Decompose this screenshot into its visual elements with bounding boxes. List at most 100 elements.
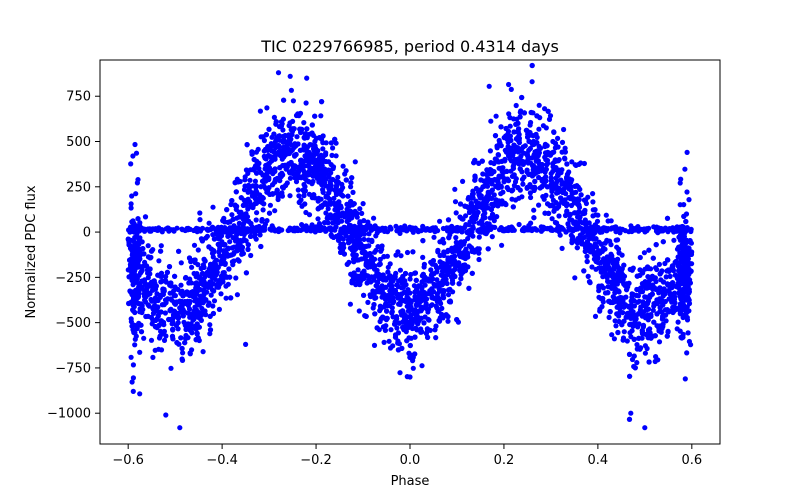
data-point (253, 149, 259, 155)
data-point (677, 328, 683, 334)
data-point (243, 341, 249, 347)
data-point (271, 131, 277, 137)
data-point (437, 239, 443, 245)
data-point (171, 292, 177, 299)
data-point (370, 289, 377, 296)
data-point (632, 365, 638, 371)
data-point (299, 222, 305, 228)
data-point (312, 113, 318, 119)
data-point (660, 239, 666, 245)
data-point (434, 282, 440, 288)
data-point (245, 246, 251, 252)
data-point (671, 237, 677, 243)
data-point (128, 316, 134, 322)
data-point (551, 208, 557, 214)
data-point (679, 245, 685, 251)
data-point (608, 218, 614, 224)
data-point (316, 205, 322, 211)
data-point (216, 236, 222, 242)
data-point (473, 185, 479, 192)
data-point (509, 196, 515, 202)
data-point (449, 249, 456, 255)
data-point (624, 287, 630, 293)
data-point (136, 228, 142, 234)
data-point (447, 299, 454, 305)
data-point (612, 286, 619, 292)
data-point (188, 321, 194, 327)
data-point (532, 178, 538, 184)
data-point (372, 295, 378, 301)
data-point (240, 226, 246, 232)
data-point (335, 237, 342, 243)
data-point (159, 302, 165, 308)
data-point (331, 195, 337, 201)
data-point (453, 210, 459, 216)
data-point (558, 177, 564, 183)
data-point (200, 349, 206, 355)
data-point (384, 308, 390, 314)
data-point (172, 273, 178, 279)
data-point (350, 276, 357, 282)
data-point (305, 172, 311, 178)
data-point (299, 165, 305, 171)
data-point (259, 217, 265, 223)
data-point (272, 227, 278, 233)
data-point (271, 149, 277, 155)
data-point (642, 279, 648, 285)
y-tick-label: 500 (66, 135, 91, 150)
x-tick-label: −0.6 (112, 453, 144, 468)
data-point (400, 319, 406, 325)
data-point (137, 309, 143, 315)
data-point (527, 190, 534, 196)
data-point (536, 150, 542, 156)
data-point (502, 147, 508, 153)
data-point (193, 337, 199, 343)
data-point (233, 275, 239, 281)
data-point (412, 351, 418, 357)
data-point (515, 185, 521, 191)
data-point (494, 214, 500, 220)
data-point (395, 283, 401, 290)
data-point (189, 330, 195, 336)
data-point (320, 226, 326, 232)
data-point (675, 319, 681, 325)
data-point (420, 292, 426, 298)
data-point (546, 210, 552, 216)
data-point (371, 215, 377, 221)
data-point (363, 251, 370, 257)
data-point (446, 235, 452, 241)
data-point (542, 150, 549, 156)
data-point (343, 177, 349, 183)
data-point (493, 197, 499, 203)
data-point (629, 328, 635, 334)
data-point (261, 201, 267, 207)
data-point (436, 318, 443, 324)
data-point (170, 315, 176, 321)
data-point (524, 167, 530, 173)
data-point (680, 226, 686, 232)
data-point (328, 201, 334, 207)
data-point (245, 242, 251, 248)
data-point (187, 350, 193, 356)
data-point (389, 310, 395, 316)
data-point (681, 213, 687, 219)
data-point (350, 212, 356, 218)
data-point (298, 157, 304, 164)
data-point (320, 146, 326, 152)
data-point (195, 262, 201, 268)
data-point (395, 340, 401, 346)
data-point (461, 239, 467, 245)
data-point (318, 113, 324, 119)
data-point (485, 246, 491, 252)
data-point (258, 243, 264, 250)
data-point (348, 184, 354, 190)
data-point (526, 171, 532, 177)
data-point (399, 291, 405, 297)
data-point (311, 192, 317, 198)
data-point (216, 306, 222, 312)
data-point (510, 204, 516, 210)
data-point (288, 87, 294, 93)
data-point (659, 309, 665, 315)
data-point (574, 245, 580, 251)
data-point (239, 251, 245, 257)
